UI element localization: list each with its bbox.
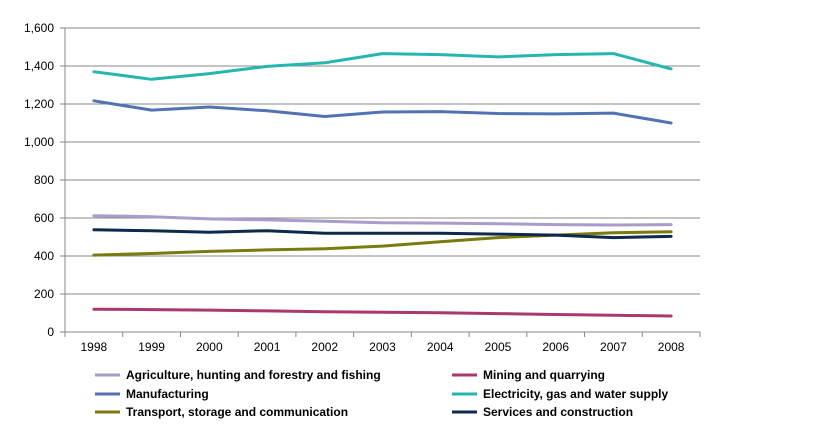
y-tick-label: 600 <box>34 211 54 225</box>
x-tick-label: 2000 <box>196 340 223 354</box>
legend-label: Electricity, gas and water supply <box>483 387 669 401</box>
series-line <box>92 307 673 318</box>
legend-label: Agriculture, hunting and forestry and fi… <box>126 368 381 382</box>
x-tick-label: 2004 <box>427 340 454 354</box>
y-tick-label: 200 <box>34 287 54 301</box>
x-tick-label: 2005 <box>485 340 512 354</box>
y-tick-label: 1,600 <box>24 21 54 35</box>
legend-label: Services and construction <box>483 405 633 419</box>
legend-item: Manufacturing <box>95 387 209 401</box>
x-tick-label: 1999 <box>138 340 165 354</box>
legend-item: Transport, storage and communication <box>95 405 348 419</box>
axes <box>60 27 701 337</box>
x-tick-label: 2003 <box>369 340 396 354</box>
series-line <box>92 52 673 81</box>
x-tick-label: 2008 <box>658 340 685 354</box>
x-tick-label: 2002 <box>311 340 338 354</box>
series-line <box>92 99 673 125</box>
y-tick-label: 1,000 <box>24 135 54 149</box>
legend-item: Electricity, gas and water supply <box>452 387 669 401</box>
legend-label: Mining and quarrying <box>483 368 605 382</box>
legend-label: Transport, storage and communication <box>126 405 348 419</box>
series-line <box>92 214 673 227</box>
x-tick-label: 2006 <box>542 340 569 354</box>
series-line <box>92 228 673 240</box>
series-lines <box>92 52 673 318</box>
legend-label: Manufacturing <box>126 387 209 401</box>
y-tick-label: 0 <box>47 325 54 339</box>
y-tick-label: 1,400 <box>24 59 54 73</box>
legend-item: Mining and quarrying <box>452 368 605 382</box>
legend: Agriculture, hunting and forestry and fi… <box>95 368 669 419</box>
y-tick-label: 400 <box>34 249 54 263</box>
x-tick-label: 2001 <box>254 340 281 354</box>
legend-item: Services and construction <box>452 405 633 419</box>
y-tick-label: 800 <box>34 173 54 187</box>
x-tick-label: 2007 <box>600 340 627 354</box>
x-tick-label: 1998 <box>81 340 108 354</box>
series-line <box>92 230 673 257</box>
legend-item: Agriculture, hunting and forestry and fi… <box>95 368 381 382</box>
x-axis-tick-labels: 1998 1999 2000 2001 2002 2003 2004 2005 2006 2007… <box>81 340 685 354</box>
y-tick-label: 1,200 <box>24 97 54 111</box>
y-axis-tick-labels: 0 200 400 600 800 1,000 1,200 1,400 1,600 <box>24 21 54 339</box>
